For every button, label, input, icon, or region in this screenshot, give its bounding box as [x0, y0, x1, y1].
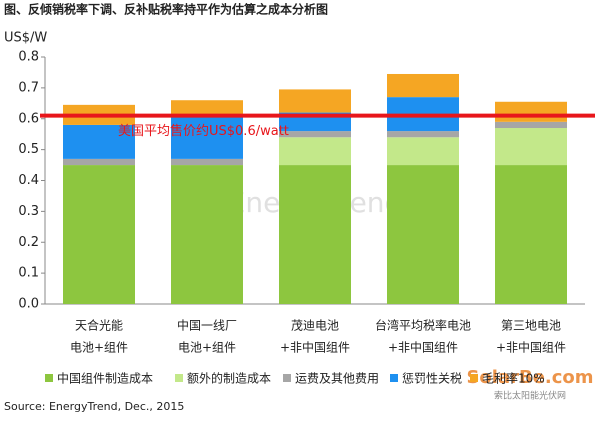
y-tick-label: 0.1 — [18, 266, 39, 281]
y-tick-label: 0.7 — [18, 80, 39, 95]
y-tick-label: 0.2 — [18, 235, 39, 250]
x-tick-label: +非中国组件 — [496, 340, 566, 355]
x-tick-label: 台湾平均税率电池 — [375, 318, 471, 333]
bar-segment — [387, 137, 459, 166]
y-tick-label: 0.0 — [18, 297, 39, 312]
bar-segment — [171, 100, 243, 116]
bar-segment — [171, 158, 243, 166]
y-axis-label: US$/W — [4, 31, 47, 46]
x-tick-label: 电池+组件 — [178, 341, 236, 355]
bar-segment — [495, 101, 567, 122]
y-tick-label: 0.6 — [18, 111, 39, 126]
watermark: SolarBe.com — [466, 367, 593, 388]
watermark: 索比太阳能光伏网 — [494, 390, 566, 402]
bar-segment — [171, 115, 243, 159]
bar-segment — [63, 165, 135, 304]
x-tick-label: +非中国组件 — [280, 340, 350, 355]
bar-segment — [63, 158, 135, 166]
bar-segment — [279, 131, 351, 138]
y-tick-label: 0.4 — [18, 173, 39, 188]
x-tick-label: 第三地电池 — [501, 319, 561, 333]
legend-label: 中国组件制造成本 — [57, 371, 153, 386]
legend-swatch — [470, 374, 478, 382]
y-tick-label: 0.8 — [18, 50, 39, 65]
y-tick-label: 0.5 — [18, 142, 39, 157]
legend-swatch — [390, 374, 398, 382]
bar-segment — [387, 131, 459, 138]
y-tick-label: 0.3 — [18, 204, 39, 219]
bar-segment — [495, 128, 567, 166]
reference-label: 美国平均售价约US$0.6/watt — [118, 123, 289, 139]
bar-segment — [387, 165, 459, 304]
bar-segment — [495, 165, 567, 304]
bar-segment — [279, 137, 351, 166]
x-tick-label: +非中国组件 — [388, 340, 458, 355]
legend-swatch — [45, 374, 53, 382]
bar-segment — [387, 73, 459, 98]
chart-title: 图、反倾销税率下调、反补贴税率持平作为估算之成本分析图 — [4, 2, 328, 17]
source: Source: EnergyTrend, Dec., 2015 — [4, 400, 184, 413]
legend-label: 毛利率10% — [482, 371, 545, 386]
legend-swatch — [283, 374, 291, 382]
legend-label: 额外的制造成本 — [187, 371, 271, 386]
bar-segment — [495, 121, 567, 129]
legend-swatch — [175, 374, 183, 382]
x-tick-label: 中国一线厂 — [177, 318, 237, 333]
bar-segment — [279, 165, 351, 304]
legend-label: 运费及其他费用 — [295, 372, 379, 386]
x-tick-label: 电池+组件 — [70, 341, 128, 355]
bar-segment — [279, 89, 351, 113]
x-tick-label: 茂迪电池 — [291, 319, 339, 333]
x-tick-label: 天合光能 — [75, 318, 123, 333]
legend-label: 惩罚性关税 — [402, 372, 462, 386]
bar-segment — [63, 124, 135, 159]
bar-segment — [171, 165, 243, 304]
